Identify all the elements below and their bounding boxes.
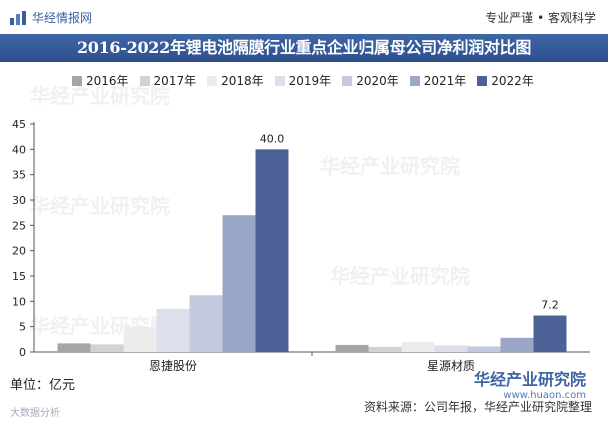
y-tick-label: 35 bbox=[12, 169, 26, 182]
bar bbox=[434, 345, 468, 352]
y-tick-label: 20 bbox=[12, 245, 26, 258]
bar bbox=[189, 295, 223, 352]
bar bbox=[500, 337, 534, 352]
unit-label: 单位：亿元 bbox=[10, 378, 76, 393]
logo-icon bbox=[10, 10, 26, 25]
y-tick-label: 40 bbox=[12, 143, 26, 156]
legend-label: 2018年 bbox=[221, 74, 264, 88]
brand[interactable]: 华经情报网 bbox=[10, 9, 92, 26]
bar bbox=[368, 346, 402, 352]
bar bbox=[222, 215, 256, 352]
data-label: 40.0 bbox=[260, 132, 285, 145]
x-tick-label: 星源材质 bbox=[427, 359, 475, 373]
legend-swatch bbox=[139, 75, 150, 86]
legend-label: 2022年 bbox=[491, 74, 534, 88]
y-tick-label: 0 bbox=[19, 346, 26, 359]
data-label: 7.2 bbox=[541, 299, 559, 312]
legend-item: 2020年 bbox=[342, 72, 399, 89]
legend-item: 2019年 bbox=[274, 72, 332, 89]
legend-swatch bbox=[274, 75, 285, 86]
bar bbox=[123, 326, 157, 352]
header-bar: 华经情报网 专业严谨 • 客观科学 bbox=[0, 0, 608, 34]
legend-item: 2021年 bbox=[409, 72, 467, 89]
bar bbox=[335, 344, 369, 352]
y-tick-label: 25 bbox=[12, 219, 26, 232]
watermark-logo-url: www.huaon.com bbox=[503, 390, 586, 401]
legend-swatch bbox=[342, 75, 353, 86]
y-tick-label: 45 bbox=[12, 118, 26, 131]
bar bbox=[90, 344, 124, 352]
x-tick-label: 恩捷股份 bbox=[149, 359, 197, 373]
y-tick-label: 5 bbox=[19, 321, 26, 334]
slogan: 专业严谨 • 客观科学 bbox=[485, 11, 596, 25]
brand-name: 华经情报网 bbox=[32, 11, 93, 25]
bar bbox=[57, 343, 91, 352]
y-tick-label: 30 bbox=[12, 194, 26, 207]
legend-item: 2022年 bbox=[477, 72, 534, 89]
legend-item: 2018年 bbox=[207, 72, 264, 89]
bar bbox=[255, 149, 289, 352]
legend-swatch bbox=[477, 75, 488, 86]
bar bbox=[156, 308, 190, 352]
legend-swatch bbox=[409, 75, 420, 86]
legend-label: 2019年 bbox=[288, 74, 332, 88]
legend-label: 2020年 bbox=[356, 74, 399, 88]
legend-label: 2017年 bbox=[153, 74, 197, 88]
legend-swatch bbox=[207, 75, 218, 86]
chart-legend: 2016年 2017年 2018年 2019年 2020年 2021年 2022年 bbox=[72, 72, 545, 89]
chart-title: 2016-2022年锂电池隔膜行业重点企业归属母公司净利润对比图 bbox=[0, 34, 608, 62]
legend-label: 2021年 bbox=[423, 74, 467, 88]
legend-label: 2016年 bbox=[86, 74, 129, 88]
bar bbox=[401, 341, 435, 352]
legend-item: 2016年 bbox=[72, 72, 129, 89]
bar bbox=[533, 315, 567, 352]
bottom-watermark: 大数据分析 bbox=[10, 408, 60, 419]
legend-swatch bbox=[72, 75, 82, 86]
watermark-logo: 华经产业研究院 www.huaon.com bbox=[474, 366, 586, 401]
legend-item: 2017年 bbox=[139, 72, 197, 89]
source-note: 资料来源：公司年报，华经产业研究院整理 bbox=[363, 400, 592, 414]
watermark-logo-text: 华经产业研究院 bbox=[473, 370, 586, 389]
y-tick-label: 15 bbox=[12, 270, 26, 283]
bar bbox=[467, 346, 501, 352]
y-tick-label: 10 bbox=[12, 295, 26, 308]
